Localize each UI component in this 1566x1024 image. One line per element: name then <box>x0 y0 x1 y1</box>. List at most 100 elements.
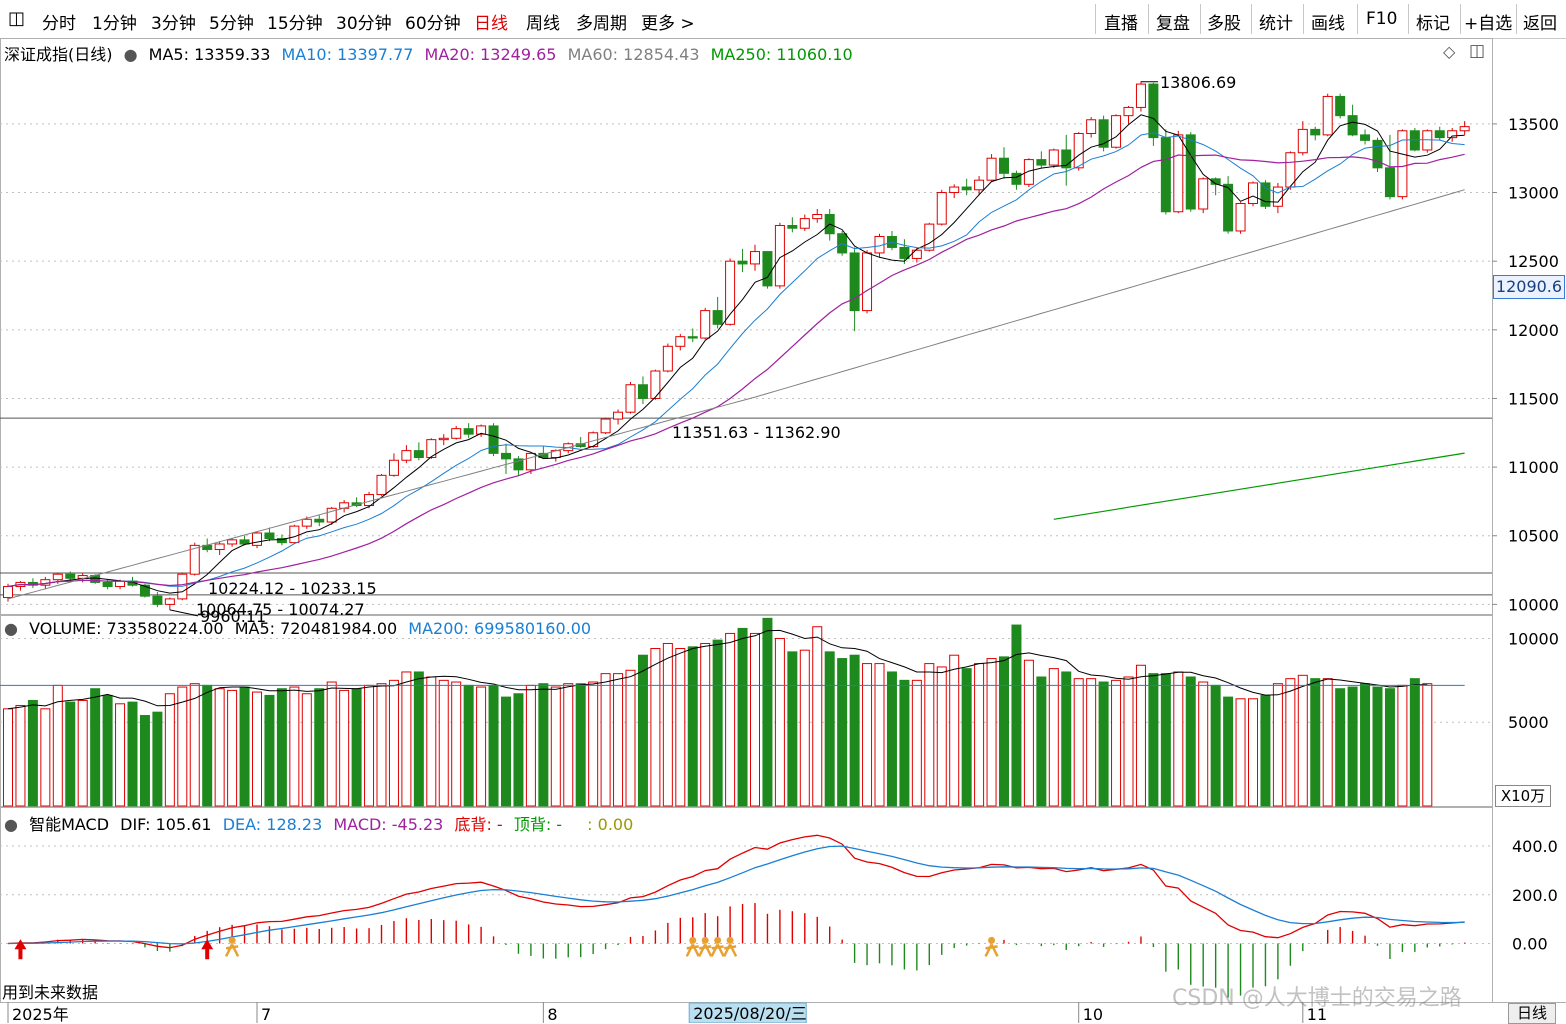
tab-multi-period[interactable]: 多周期 <box>576 14 627 34</box>
candle-body <box>1235 203 1246 232</box>
btn-draw[interactable]: 画线 <box>1311 14 1345 34</box>
candle-body <box>401 450 412 461</box>
legend-extra: : 0.00 <box>587 815 634 834</box>
candle-body <box>438 437 449 441</box>
btn-multi-stock[interactable]: 多股 <box>1207 14 1241 34</box>
volume-bar <box>936 666 947 807</box>
candle-body <box>1148 83 1159 139</box>
dea-line <box>7 845 1465 945</box>
crosshair-date-box <box>688 1002 807 1023</box>
tab-more[interactable]: 更多 > <box>641 14 695 34</box>
toolbar-grid-icon[interactable]: ◫ <box>8 8 26 29</box>
candle-body <box>252 532 262 546</box>
current-price-label: 12090.6 <box>1493 275 1565 299</box>
volume-bar <box>675 648 686 807</box>
tab-15min[interactable]: 15分钟 <box>267 14 323 34</box>
volume-bar <box>152 711 163 807</box>
btn-live[interactable]: 直播 <box>1104 14 1138 34</box>
candle-body <box>1123 106 1134 117</box>
volume-bar <box>1061 671 1072 807</box>
volume-bar <box>1272 683 1283 807</box>
candle-body <box>65 573 76 579</box>
candle-body <box>376 474 387 496</box>
volume-bar <box>1422 683 1433 807</box>
macd-toggle-icon[interactable]: ● <box>4 815 18 834</box>
btn-review[interactable]: 复盘 <box>1156 14 1190 34</box>
price-tick-label: 12500 <box>1508 252 1559 271</box>
volume-toggle-icon[interactable]: ● <box>4 619 18 638</box>
candle-body <box>1459 126 1470 132</box>
candle-body <box>164 598 175 605</box>
legend-vol-ma200: MA200: 699580160.00 <box>408 619 592 638</box>
tab-5min[interactable]: 5分钟 <box>209 14 254 34</box>
btn-mark[interactable]: 标记 <box>1416 14 1450 34</box>
volume-bar <box>824 651 835 807</box>
btn-back[interactable]: 返回 <box>1523 14 1557 34</box>
volume-bar <box>351 688 362 807</box>
macd-tick-label: 200.0 <box>1512 886 1558 905</box>
volume-bar <box>712 639 723 807</box>
diamond-icon[interactable]: ◇ <box>1443 42 1456 61</box>
candle-body <box>1297 128 1308 154</box>
volume-bar <box>1160 673 1171 807</box>
candle-body <box>413 450 424 458</box>
volume-bar <box>613 673 624 807</box>
tab-daily[interactable]: 日线 <box>474 14 508 34</box>
candle-body <box>463 428 474 435</box>
candle-body <box>1434 130 1445 139</box>
btn-stats[interactable]: 统计 <box>1259 14 1293 34</box>
candle-body <box>276 537 287 544</box>
volume-bar <box>289 686 300 807</box>
tab-60min[interactable]: 60分钟 <box>405 14 461 34</box>
date-tick-label: 8 <box>547 1005 557 1023</box>
legend-toggle-icon[interactable]: ● <box>123 45 138 64</box>
candle-body <box>737 260 748 265</box>
volume-bar <box>451 681 462 807</box>
runner-icon-body <box>710 943 725 957</box>
tab-weekly[interactable]: 周线 <box>526 14 560 34</box>
volume-bar <box>1248 698 1258 807</box>
legend-dif: DIF: 105.61 <box>120 815 212 834</box>
volume-bar <box>488 684 499 807</box>
buy-arrow-icon <box>201 939 214 960</box>
volume-bar <box>1260 694 1271 807</box>
btn-f10[interactable]: F10 <box>1366 9 1398 29</box>
volume-bar <box>1198 681 1209 807</box>
volume-bar <box>1297 674 1308 807</box>
candle-body <box>625 384 636 413</box>
volume-bar <box>438 679 449 807</box>
toolbar-separator <box>1516 4 1517 34</box>
tab-30min[interactable]: 30分钟 <box>336 14 392 34</box>
annotations: 13806.69 11351.63 - 11362.90 10224.12 - 10… <box>169 73 1236 626</box>
volume-bar <box>115 703 126 807</box>
candle-body <box>862 252 873 312</box>
tab-3min[interactable]: 3分钟 <box>151 14 196 34</box>
volume-bar <box>501 696 511 807</box>
volume-unit-label: X10万 <box>1495 785 1551 807</box>
legend-macd-value: MACD: -45.23 <box>333 815 444 834</box>
candle-body <box>662 345 673 372</box>
candle-body <box>762 251 773 287</box>
toolbar-separator <box>1148 4 1149 34</box>
volume-bar <box>52 684 63 807</box>
volume-bar <box>625 669 636 807</box>
panel-layout-icon[interactable]: ◫ <box>1469 41 1486 61</box>
candle-body <box>1335 95 1346 117</box>
candle-body <box>1086 119 1097 135</box>
volume-bar <box>550 686 561 807</box>
legend-vol-ma5: MA5: 720481984.00 <box>234 619 398 638</box>
low-pointer <box>169 609 199 617</box>
candle-body <box>849 252 860 312</box>
legend-ma60: MA60: 12854.43 <box>567 45 700 64</box>
runner-icon <box>701 936 709 944</box>
candle-body <box>1322 95 1333 136</box>
level-annotation: 11351.63 - 11362.90 <box>672 423 841 442</box>
tab-1min[interactable]: 1分钟 <box>92 14 137 34</box>
volume-bar <box>1322 678 1333 807</box>
candle-body <box>513 458 524 471</box>
btn-add-watchlist[interactable]: +自选 <box>1464 14 1513 34</box>
candle-body <box>787 224 798 229</box>
volume-bar <box>849 654 860 807</box>
tab-fenshi[interactable]: 分时 <box>42 14 76 34</box>
